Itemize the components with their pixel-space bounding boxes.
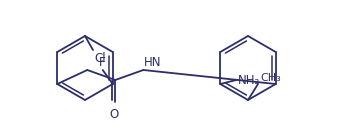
Text: NH₂: NH₂: [238, 73, 261, 86]
Text: O: O: [110, 108, 119, 121]
Text: F: F: [98, 56, 105, 69]
Text: HN: HN: [144, 56, 162, 69]
Text: Cl: Cl: [94, 52, 105, 65]
Text: CH₃: CH₃: [260, 73, 281, 83]
